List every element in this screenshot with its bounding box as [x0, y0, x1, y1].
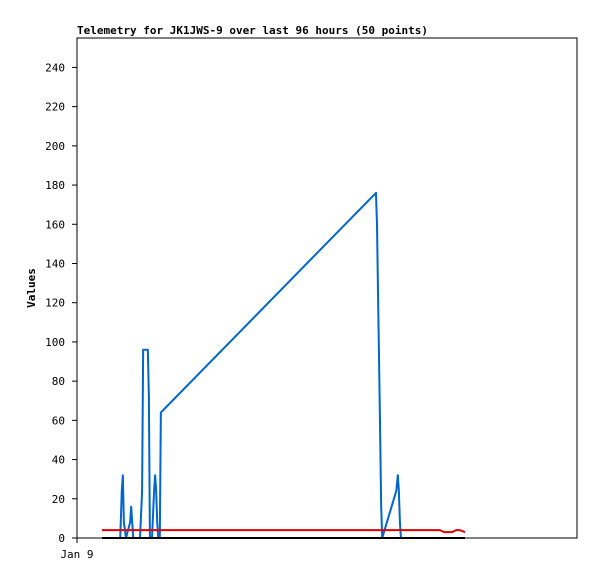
y-tick-label: 140 — [45, 257, 65, 270]
y-tick-label: 200 — [45, 140, 65, 153]
series-line — [119, 191, 402, 539]
y-axis-label: Values — [25, 268, 38, 308]
y-tick-label: 180 — [45, 179, 65, 192]
y-tick-label: 220 — [45, 101, 65, 114]
series-line — [102, 529, 466, 534]
y-tick-label: 100 — [45, 336, 65, 349]
y-tick-label: 20 — [52, 493, 65, 506]
y-tick-label: 240 — [45, 61, 65, 74]
plot-frame — [76, 37, 578, 539]
y-tick-label: 80 — [52, 375, 65, 388]
y-tick-label: 160 — [45, 218, 65, 231]
y-tick-label: 60 — [52, 414, 65, 427]
chart-title: Telemetry for JK1JWS-9 over last 96 hour… — [77, 24, 428, 37]
y-tick-label: 40 — [52, 454, 65, 467]
y-tick-label: 120 — [45, 297, 65, 310]
y-tick-label: 0 — [58, 532, 65, 545]
x-tick-label: Jan 9 — [60, 548, 93, 561]
